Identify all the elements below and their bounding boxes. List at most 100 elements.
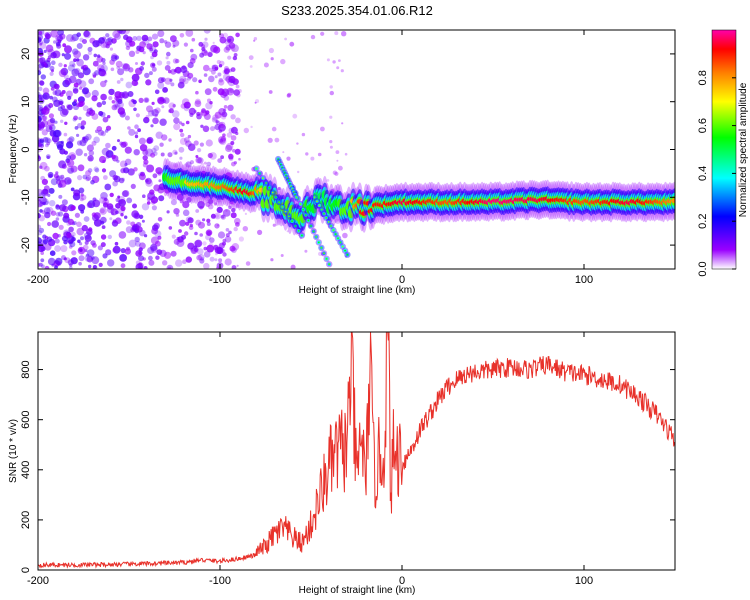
spectrogram-noise-speck — [38, 123, 45, 131]
spectrogram-noise-speck — [234, 148, 241, 155]
spectrogram-noise-speck — [202, 241, 207, 246]
spectrogram-noise-speck — [213, 202, 217, 206]
spectrogram-noise-speck — [67, 104, 73, 111]
spectrogram-noise-speck — [38, 94, 44, 100]
spectrogram-noise-speck — [301, 132, 306, 137]
spectrogram-noise-speck — [128, 50, 136, 57]
spectrogram-noise-speck — [88, 109, 96, 116]
spectrogram-noise-speck — [253, 39, 256, 42]
spectrogram-noise-speck — [69, 241, 76, 248]
spectrogram-noise-speck — [318, 251, 323, 256]
spectrogram-noise-speck — [48, 174, 52, 179]
snr-x-axis-label: Height of straight line (km) — [299, 585, 416, 596]
spectrogram-noise-speck — [102, 202, 109, 208]
spectrogram-noise-speck — [198, 79, 202, 84]
spectrogram-noise-speck — [111, 104, 118, 111]
spectrogram-noise-speck — [82, 174, 88, 180]
spectrogram-noise-speck — [154, 113, 158, 118]
spectrogram-noise-speck — [82, 54, 90, 61]
spectrogram-noise-speck — [329, 90, 334, 96]
spectrogram-noise-speck — [125, 45, 131, 51]
spectrogram-noise-speck — [194, 100, 202, 108]
spectrogram-noise-speck — [133, 167, 138, 172]
spectrogram-noise-speck — [209, 237, 215, 243]
spectrogram-noise-speck — [64, 77, 72, 86]
spectrogram-noise-speck — [80, 120, 87, 126]
spectrogram-noise-speck — [230, 44, 239, 53]
spectrogram-noise-speck — [334, 31, 339, 36]
spectrogram-noise-speck — [289, 41, 295, 47]
spectrogram-noise-speck — [58, 224, 64, 230]
spectrogram-noise-speck — [96, 56, 104, 63]
spectrogram-noise-speck — [280, 58, 286, 65]
colorbar-label: Normalized spectral amplitude — [738, 82, 749, 217]
spectrogram-noise-speck — [221, 214, 225, 219]
spectrogram-noise-speck — [245, 261, 251, 266]
spectrogram-noise-speck — [173, 123, 181, 131]
spectrogram-noise-speck — [201, 205, 204, 209]
spectrogram-noise-speck — [109, 47, 113, 51]
spectrogram-noise-speck — [223, 105, 228, 109]
spectrogram-noise-speck — [77, 164, 85, 172]
spectrogram-noise-speck — [85, 176, 90, 182]
spectrogram-noise-speck — [203, 64, 210, 72]
spectrogram-noise-speck — [249, 65, 253, 68]
spectrogram-noise-speck — [193, 140, 199, 146]
spectrogram-noise-speck — [50, 30, 59, 38]
spectrogram-noise-speck — [66, 155, 72, 161]
spectrogram-noise-speck — [72, 88, 79, 94]
spectrogram-noise-speck — [67, 64, 75, 72]
spectrogram-noise-speck — [40, 258, 45, 263]
spectrogram-noise-speck — [138, 46, 145, 53]
spectrogram-noise-speck — [128, 128, 136, 136]
spectrogram-noise-speck — [94, 70, 100, 76]
spectrogram-streak-cell — [278, 160, 281, 163]
spectrogram-noise-speck — [170, 35, 177, 43]
spectrogram-noise-speck — [100, 64, 108, 73]
spectrogram-noise-speck — [45, 44, 54, 53]
spectrogram-noise-speck — [227, 79, 236, 87]
spectrogram-noise-speck — [180, 132, 185, 138]
spectrogram-noise-speck — [203, 51, 209, 57]
spectrogram-streak-cell — [313, 196, 316, 199]
spectrogram-noise-speck — [58, 160, 67, 169]
spectrogram-noise-speck — [82, 67, 91, 76]
spectrogram-noise-speck — [79, 139, 87, 147]
spectrogram-noise-speck — [209, 152, 217, 160]
spectrogram-noise-speck — [341, 31, 347, 37]
spectrogram-noise-speck — [173, 117, 180, 124]
spectrogram-noise-speck — [166, 210, 170, 214]
spectrogram-noise-speck — [173, 238, 180, 245]
spectrogram-noise-speck — [51, 60, 56, 65]
spectrogram-noise-speck — [181, 122, 185, 127]
spectrogram-noise-speck — [211, 64, 216, 70]
spectrogram-noise-speck — [59, 108, 68, 117]
spectrogram-noise-speck — [120, 110, 126, 117]
spectrogram-noise-speck — [213, 46, 221, 54]
y-tick-label: 20 — [20, 48, 32, 60]
spectrogram-noise-speck — [230, 78, 236, 84]
spectrogram-noise-speck — [187, 134, 192, 139]
spectrogram-noise-speck — [150, 243, 158, 251]
spectrogram-noise-speck — [139, 41, 147, 49]
spectrogram-noise-speck — [38, 62, 45, 69]
spectrogram-noise-speck — [196, 254, 202, 261]
spectrogram-noise-speck — [193, 247, 199, 252]
spectrogram-noise-speck — [66, 159, 75, 168]
spectrogram-noise-speck — [78, 261, 82, 266]
spectrogram-noise-speck — [228, 87, 232, 92]
spectrogram-noise-speck — [194, 231, 198, 236]
spectrogram-noise-speck — [217, 231, 226, 239]
spectrogram-noise-speck — [41, 115, 48, 121]
spectrogram-noise-speck — [98, 262, 103, 267]
spectrogram-noise-speck — [182, 201, 190, 209]
spectrogram-noise-speck — [152, 117, 159, 125]
spectrogram-noise-speck — [79, 197, 84, 202]
spectrogram-noise-speck — [107, 36, 114, 43]
spectrogram-noise-speck — [93, 53, 98, 58]
spectrogram-noise-speck — [115, 210, 119, 215]
spectrogram-noise-speck — [160, 152, 165, 157]
spectrogram-noise-speck — [225, 233, 230, 238]
spectrogram-noise-speck — [161, 105, 165, 109]
colorbar-tick-label: 0.4 — [697, 166, 709, 181]
